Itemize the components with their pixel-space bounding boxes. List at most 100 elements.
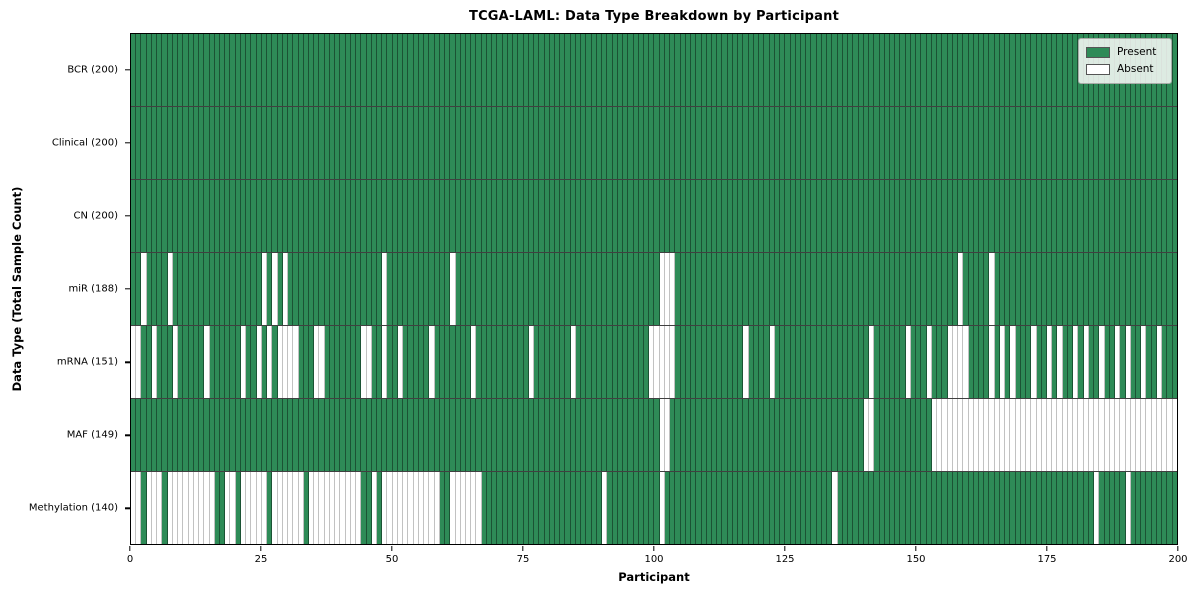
heatmap-cell	[1020, 326, 1027, 398]
heatmap-cell	[151, 180, 158, 252]
heatmap-cell	[183, 180, 189, 252]
heatmap-cell	[743, 472, 749, 544]
heatmap-cell	[424, 326, 430, 398]
heatmap-cell	[1120, 180, 1126, 252]
heatmap-cell	[219, 107, 226, 179]
heatmap-cell	[162, 253, 168, 325]
heatmap-row-mrna	[131, 326, 1177, 399]
heatmap-cell	[649, 326, 655, 398]
heatmap-cell	[476, 326, 482, 398]
heatmap-cell	[188, 472, 194, 544]
heatmap-cell	[246, 34, 252, 106]
heatmap-cell	[1088, 399, 1095, 471]
heatmap-cell	[1083, 399, 1089, 471]
heatmap-cell	[162, 180, 168, 252]
heatmap-cell	[1104, 180, 1110, 252]
heatmap-cell	[1156, 107, 1163, 179]
heatmap-cell	[1083, 253, 1089, 325]
heatmap-cell	[267, 253, 273, 325]
heatmap-cell	[408, 326, 414, 398]
heatmap-cell	[691, 253, 697, 325]
heatmap-cell	[308, 399, 315, 471]
heatmap-cell	[994, 326, 1000, 398]
heatmap-cell	[879, 180, 885, 252]
heatmap-cell	[240, 253, 247, 325]
heatmap-cell	[554, 472, 561, 544]
heatmap-cell	[811, 326, 817, 398]
heatmap-cell	[780, 326, 786, 398]
heatmap-cell	[1015, 107, 1021, 179]
heatmap-cell	[429, 253, 435, 325]
heatmap-cell	[895, 472, 901, 544]
heatmap-cell	[460, 399, 466, 471]
heatmap-cell	[434, 253, 440, 325]
heatmap-cell	[298, 399, 304, 471]
heatmap-cell	[497, 107, 503, 179]
heatmap-cell	[732, 472, 739, 544]
heatmap-cell	[476, 180, 482, 252]
heatmap-cell	[178, 399, 184, 471]
heatmap-cell	[874, 34, 880, 106]
heatmap-cell	[377, 34, 383, 106]
heatmap-cell	[1005, 399, 1011, 471]
heatmap-cell	[513, 253, 519, 325]
legend-item-absent: Absent	[1086, 61, 1164, 78]
heatmap-cell	[392, 472, 398, 544]
heatmap-cell	[397, 326, 404, 398]
heatmap-cell	[832, 326, 838, 398]
heatmap-cell	[916, 180, 922, 252]
heatmap-cell	[670, 326, 676, 398]
heatmap-cell	[565, 107, 571, 179]
heatmap-cell	[481, 399, 487, 471]
heatmap-cell	[963, 472, 969, 544]
heatmap-cell	[863, 107, 870, 179]
legend-swatch-icon	[1086, 64, 1110, 75]
heatmap-cell	[858, 326, 864, 398]
heatmap-cell	[261, 253, 268, 325]
heatmap-cell	[460, 180, 466, 252]
heatmap-cell	[1099, 399, 1105, 471]
heatmap-cell	[230, 472, 236, 544]
heatmap-cell	[900, 34, 906, 106]
heatmap-cell	[151, 472, 158, 544]
heatmap-cell	[340, 399, 346, 471]
heatmap-cell	[335, 180, 341, 252]
heatmap-cell	[869, 107, 875, 179]
heatmap-cell	[905, 107, 911, 179]
heatmap-cell	[937, 180, 943, 252]
heatmap-cell	[502, 34, 508, 106]
heatmap-cell	[780, 472, 786, 544]
heatmap-cell	[178, 34, 184, 106]
heatmap-cell	[408, 34, 414, 106]
heatmap-cell	[659, 399, 665, 471]
heatmap-cell	[151, 326, 158, 398]
heatmap-cell	[209, 34, 215, 106]
heatmap-cell	[445, 107, 451, 179]
heatmap-cell	[382, 107, 388, 179]
heatmap-cell	[628, 253, 634, 325]
heatmap-cell	[565, 34, 571, 106]
heatmap-cell	[905, 472, 911, 544]
heatmap-cell	[1120, 472, 1126, 544]
heatmap-cell	[481, 472, 487, 544]
heatmap-cell	[486, 253, 493, 325]
heatmap-cell	[575, 107, 582, 179]
heatmap-cell	[387, 472, 393, 544]
heatmap-cell	[146, 34, 152, 106]
heatmap-cell	[863, 34, 870, 106]
heatmap-cell	[926, 472, 932, 544]
heatmap-cell	[172, 180, 179, 252]
heatmap-cell	[361, 34, 367, 106]
heatmap-cell	[246, 399, 252, 471]
heatmap-cell	[801, 472, 807, 544]
heatmap-row-cn	[131, 180, 1177, 253]
heatmap-cell	[958, 326, 964, 398]
heatmap-cell	[172, 472, 179, 544]
heatmap-cell	[842, 34, 849, 106]
heatmap-cell	[785, 472, 791, 544]
heatmap-cell	[570, 326, 576, 398]
heatmap-cell	[167, 34, 173, 106]
heatmap-cell	[759, 180, 765, 252]
heatmap-cell	[261, 107, 268, 179]
heatmap-cell	[1031, 472, 1037, 544]
